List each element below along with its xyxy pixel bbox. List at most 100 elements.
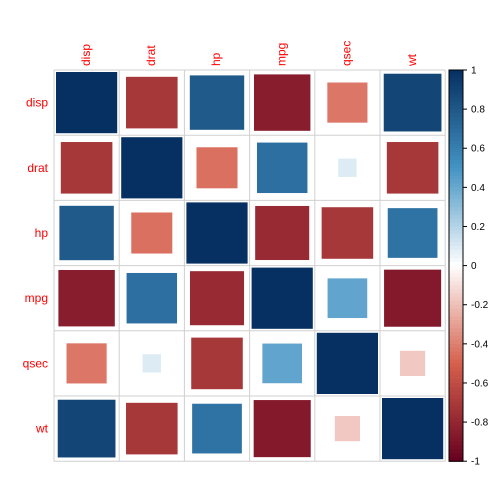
cell-disp-drat	[126, 76, 178, 129]
colorbar-segment	[449, 394, 463, 400]
column-label-hp: hp	[209, 52, 223, 66]
cell-qsec-mpg	[262, 343, 303, 384]
cell-mpg-hp	[189, 271, 245, 326]
colorbar-tick-label: -0.8	[471, 418, 489, 429]
colorbar-segment	[449, 97, 463, 102]
colorbar-tick-label: 1	[471, 66, 477, 77]
correlation-grid	[53, 69, 446, 462]
cell-hp-drat	[131, 212, 173, 254]
cell-qsec-hp	[191, 337, 243, 390]
cell-hp-qsec	[321, 207, 374, 259]
colorbar-segment	[449, 163, 463, 169]
colorbar-segment	[449, 312, 463, 318]
colorbar-segment	[449, 449, 463, 454]
colorbar-segment	[449, 152, 463, 157]
colorbar-tick-label: 0.4	[471, 183, 485, 194]
cell-disp-wt	[383, 73, 442, 132]
colorbar-segment	[449, 425, 463, 431]
cell-mpg-wt	[384, 269, 442, 327]
colorbar-segment	[449, 300, 463, 306]
colorbar-segment	[449, 206, 463, 212]
colorbar-segment	[449, 429, 463, 435]
cell-drat-qsec	[338, 158, 357, 177]
colorbar-segment	[449, 277, 463, 282]
colorbar-segment	[449, 136, 463, 142]
row-labels: disp drat hp mpg qsec wt	[23, 96, 49, 436]
colorbar-segment	[449, 410, 463, 415]
colorbar-segment	[449, 167, 463, 173]
colorbar-segment	[449, 218, 463, 224]
colorbar-segment	[449, 128, 463, 134]
colorbar-segment	[449, 246, 463, 251]
colorbar-segment	[449, 81, 463, 87]
cell-wt-disp	[57, 399, 116, 458]
colorbar-segment	[449, 422, 463, 427]
colorbar-tick-label: 0.8	[471, 105, 485, 116]
colorbar-segment	[449, 328, 463, 333]
row-label-wt: wt	[35, 422, 49, 436]
cell-mpg-mpg	[251, 267, 313, 329]
cell-hp-wt	[387, 208, 438, 258]
cell-disp-disp	[56, 72, 118, 134]
colorbar-segment	[449, 316, 463, 321]
colorbar-segment	[449, 210, 463, 216]
column-labels: disp drat hp mpg qsec wt	[79, 41, 419, 67]
cell-drat-hp	[196, 147, 238, 189]
cell-qsec-qsec	[316, 332, 378, 394]
cell-mpg-drat	[126, 272, 178, 324]
column-label-mpg: mpg	[274, 43, 288, 66]
colorbar-segment	[449, 406, 463, 411]
colorbar-segment	[449, 390, 463, 396]
colorbar-segment	[449, 441, 463, 447]
colorbar-segment	[449, 148, 463, 153]
cell-drat-mpg	[256, 142, 308, 194]
cell-qsec-wt	[399, 350, 426, 377]
colorbar-segment	[449, 195, 463, 200]
colorbar-segment	[449, 379, 463, 384]
colorbar-segment	[449, 398, 463, 404]
colorbar-segment	[449, 296, 463, 302]
cell-mpg-disp	[58, 269, 115, 327]
colorbar-segment	[449, 414, 463, 419]
colorbar-segment	[449, 93, 463, 98]
column-label-qsec: qsec	[340, 41, 354, 66]
cell-hp-disp	[59, 205, 114, 261]
colorbar-segment	[449, 285, 463, 290]
colorbar-segment	[449, 343, 463, 349]
cell-disp-mpg	[253, 74, 311, 131]
colorbar-segment	[449, 77, 463, 83]
cell-qsec-drat	[142, 354, 161, 373]
colorbar-segment	[449, 375, 463, 380]
colorbar-segment	[449, 336, 463, 341]
colorbar-segment	[449, 124, 463, 130]
cell-wt-drat	[126, 402, 178, 455]
row-label-drat: drat	[27, 161, 48, 175]
colorbar-segment	[449, 242, 463, 247]
row-label-hp: hp	[35, 226, 49, 240]
colorbar-segment	[449, 269, 463, 275]
colorbar-segment	[449, 179, 463, 185]
cell-drat-wt	[386, 142, 439, 194]
colorbar-segment	[449, 191, 463, 196]
colorbar-segment	[449, 105, 463, 110]
colorbar-segment	[449, 249, 463, 255]
colorbar-segment	[449, 187, 463, 192]
colorbar-segment	[449, 183, 463, 188]
colorbar-tick-label: -0.4	[471, 339, 489, 350]
colorbar-segment	[449, 234, 463, 239]
colorbar-segment	[449, 437, 463, 443]
colorbar-segment	[449, 445, 463, 451]
colorbar-segment	[449, 120, 463, 126]
colorbar-segment	[449, 386, 463, 392]
row-label-disp: disp	[26, 96, 48, 110]
colorbar-segment	[449, 261, 463, 267]
colorbar-segment	[449, 101, 463, 106]
colorbar-segment	[449, 175, 463, 181]
colorbar-segment	[449, 222, 463, 228]
colorbar-tick-label: -1	[471, 457, 480, 468]
colorbar-segment	[449, 144, 463, 149]
cell-qsec-disp	[66, 343, 107, 384]
colorbar-segment	[449, 109, 463, 114]
column-label-wt: wt	[405, 53, 419, 67]
colorbar-segment	[449, 324, 463, 329]
